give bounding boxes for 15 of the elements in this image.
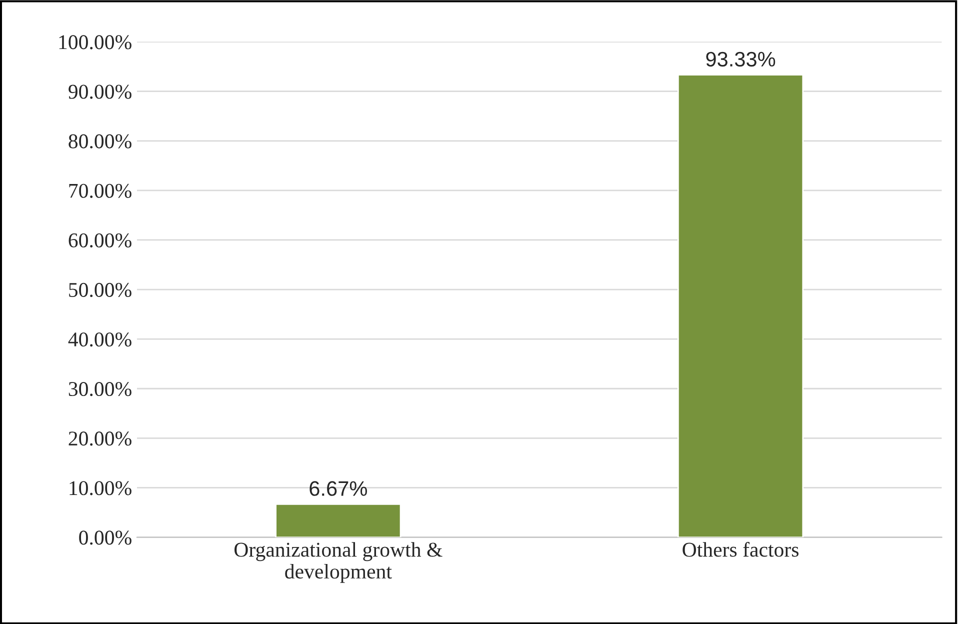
y-tick-label: 40.00% — [68, 332, 132, 347]
y-tick-label: 70.00% — [69, 184, 132, 198]
y-tick-label: 100.00% — [59, 35, 132, 50]
y-tick-label: 60.00% — [68, 233, 132, 248]
y-tick-label: 20.00% — [68, 432, 132, 446]
data-label: 93.33% — [706, 52, 776, 67]
y-tick-label: 50.00% — [69, 282, 132, 298]
x-tick-label: Organizational growth & development — [234, 542, 442, 583]
y-tick-label: 30.00% — [68, 382, 132, 396]
y-tick-label: 0.00% — [79, 530, 132, 545]
y-tick-label: 10.00% — [70, 481, 132, 496]
y-tick-label: 90.00% — [68, 84, 132, 99]
y-tick-label: 80.00% — [68, 134, 132, 148]
data-label: 6.67% — [310, 481, 367, 496]
x-tick-label: Others factors — [682, 542, 798, 557]
